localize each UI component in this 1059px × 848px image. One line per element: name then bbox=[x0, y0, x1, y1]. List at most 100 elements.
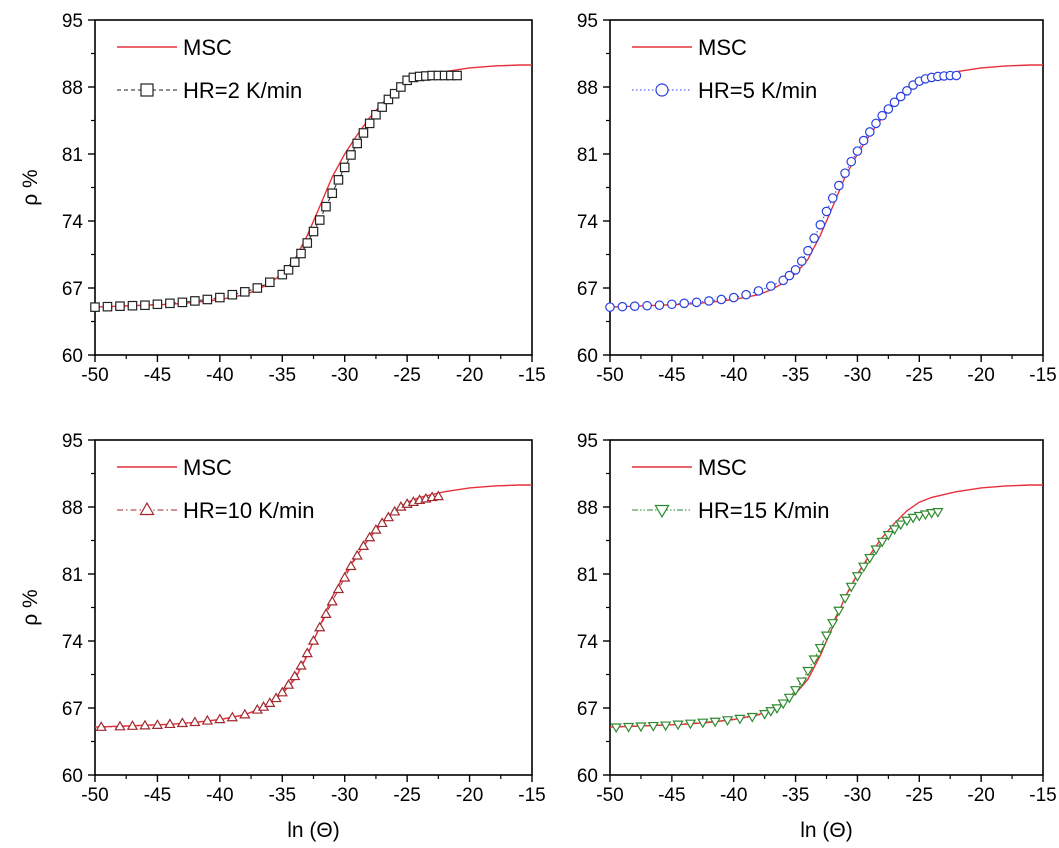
data-point bbox=[339, 571, 351, 582]
data-point bbox=[364, 531, 376, 542]
data-point bbox=[622, 722, 635, 733]
y-tick-label: 88 bbox=[577, 78, 598, 99]
data-point bbox=[282, 679, 295, 689]
x-tick-label: -25 bbox=[393, 785, 420, 806]
data-point bbox=[821, 206, 832, 217]
data-point bbox=[289, 257, 300, 267]
y-tick-label: 74 bbox=[577, 212, 599, 233]
data-point bbox=[827, 193, 838, 203]
data-point bbox=[704, 296, 714, 306]
data-point bbox=[327, 188, 338, 199]
data-point bbox=[864, 127, 875, 137]
data-point bbox=[834, 180, 844, 191]
series-line-4 bbox=[616, 511, 938, 728]
data-point bbox=[913, 511, 925, 522]
y-tick-label: 60 bbox=[62, 346, 83, 367]
data-point bbox=[376, 517, 388, 528]
data-point bbox=[296, 248, 306, 259]
data-point bbox=[320, 608, 332, 618]
data-point bbox=[635, 722, 647, 733]
data-point bbox=[165, 298, 175, 309]
x-tick-label: -40 bbox=[720, 785, 747, 806]
data-point bbox=[882, 531, 895, 541]
data-point bbox=[357, 540, 370, 550]
data-point bbox=[295, 659, 307, 670]
x-tick-label: -45 bbox=[658, 365, 685, 386]
data-point bbox=[396, 82, 406, 92]
data-point bbox=[697, 718, 709, 729]
data-point bbox=[734, 714, 746, 725]
data-point bbox=[845, 582, 857, 593]
x-tick-label: -15 bbox=[518, 785, 545, 806]
x-tick-label: -30 bbox=[844, 365, 871, 386]
series-line-3 bbox=[101, 496, 439, 728]
data-point bbox=[352, 138, 362, 149]
x-axis-title: ln (Θ) bbox=[287, 819, 340, 842]
data-point bbox=[265, 277, 275, 288]
data-point bbox=[605, 302, 615, 312]
data-point bbox=[902, 86, 912, 96]
data-point bbox=[746, 712, 758, 723]
data-point bbox=[215, 292, 225, 303]
data-point bbox=[857, 562, 870, 573]
x-tick-label: -45 bbox=[658, 785, 685, 806]
data-point bbox=[864, 553, 876, 564]
data-point bbox=[610, 723, 622, 734]
x-tick-label: -15 bbox=[1029, 365, 1056, 386]
data-point bbox=[126, 720, 139, 730]
x-tick-label: -45 bbox=[144, 365, 171, 386]
x-tick-label: -25 bbox=[906, 365, 933, 386]
legend-label-msc: MSC bbox=[183, 35, 232, 60]
data-point bbox=[351, 549, 363, 560]
data-point bbox=[214, 713, 226, 724]
legend-label-data: HR=10 K/min bbox=[183, 498, 314, 523]
y-tick-label: 67 bbox=[577, 279, 598, 300]
data-point bbox=[190, 296, 200, 306]
data-point bbox=[846, 156, 857, 167]
legend-label-data: HR=2 K/min bbox=[183, 78, 302, 103]
data-point bbox=[140, 300, 150, 311]
x-tick-label: -20 bbox=[456, 365, 483, 386]
data-point bbox=[617, 301, 628, 312]
data-point bbox=[189, 716, 201, 727]
data-point bbox=[364, 118, 375, 129]
y-tick-label: 95 bbox=[62, 11, 83, 32]
data-point bbox=[672, 720, 684, 731]
panel-top-right: -50 -45 -40 -35 -30 -25 -20 -15 60 67 74 81 88 95 MSC H… bbox=[577, 11, 1057, 386]
data-point bbox=[877, 110, 887, 121]
data-point bbox=[802, 666, 814, 677]
data-point bbox=[803, 245, 813, 256]
legend-label-data: HR=15 K/min bbox=[698, 498, 829, 523]
x-tick-label: -15 bbox=[518, 365, 545, 386]
data-point bbox=[839, 594, 851, 604]
data-point bbox=[851, 572, 864, 582]
data-point bbox=[901, 516, 913, 527]
data-point bbox=[252, 283, 263, 293]
data-point bbox=[691, 297, 702, 308]
msc-curve bbox=[94, 64, 532, 308]
y-tick-label: 60 bbox=[577, 346, 598, 367]
data-point bbox=[888, 525, 901, 536]
data-point bbox=[728, 292, 739, 303]
data-point bbox=[346, 150, 356, 160]
x-tick-label: -15 bbox=[1029, 785, 1056, 806]
data-point bbox=[895, 91, 906, 102]
panel-bottom-left: -50 -45 -40 -35 -30 -25 -20 -15 60 67 74 81 88 95 ρ % l… bbox=[19, 431, 546, 842]
data-point bbox=[289, 670, 301, 681]
data-point bbox=[709, 717, 721, 728]
data-point bbox=[332, 583, 345, 594]
y-tick-label: 67 bbox=[62, 279, 83, 300]
data-point bbox=[925, 508, 938, 519]
data-point bbox=[778, 275, 788, 286]
y-tick-label: 95 bbox=[577, 11, 598, 32]
data-point bbox=[202, 294, 213, 305]
legend-label-msc: MSC bbox=[698, 455, 747, 480]
y-tick-label: 67 bbox=[62, 699, 83, 720]
x-tick-label: -25 bbox=[906, 785, 933, 806]
data-point bbox=[758, 709, 771, 720]
x-tick-label: -50 bbox=[596, 785, 623, 806]
y-tick-label: 81 bbox=[577, 565, 598, 586]
data-point bbox=[227, 289, 238, 300]
data-point bbox=[667, 299, 677, 310]
